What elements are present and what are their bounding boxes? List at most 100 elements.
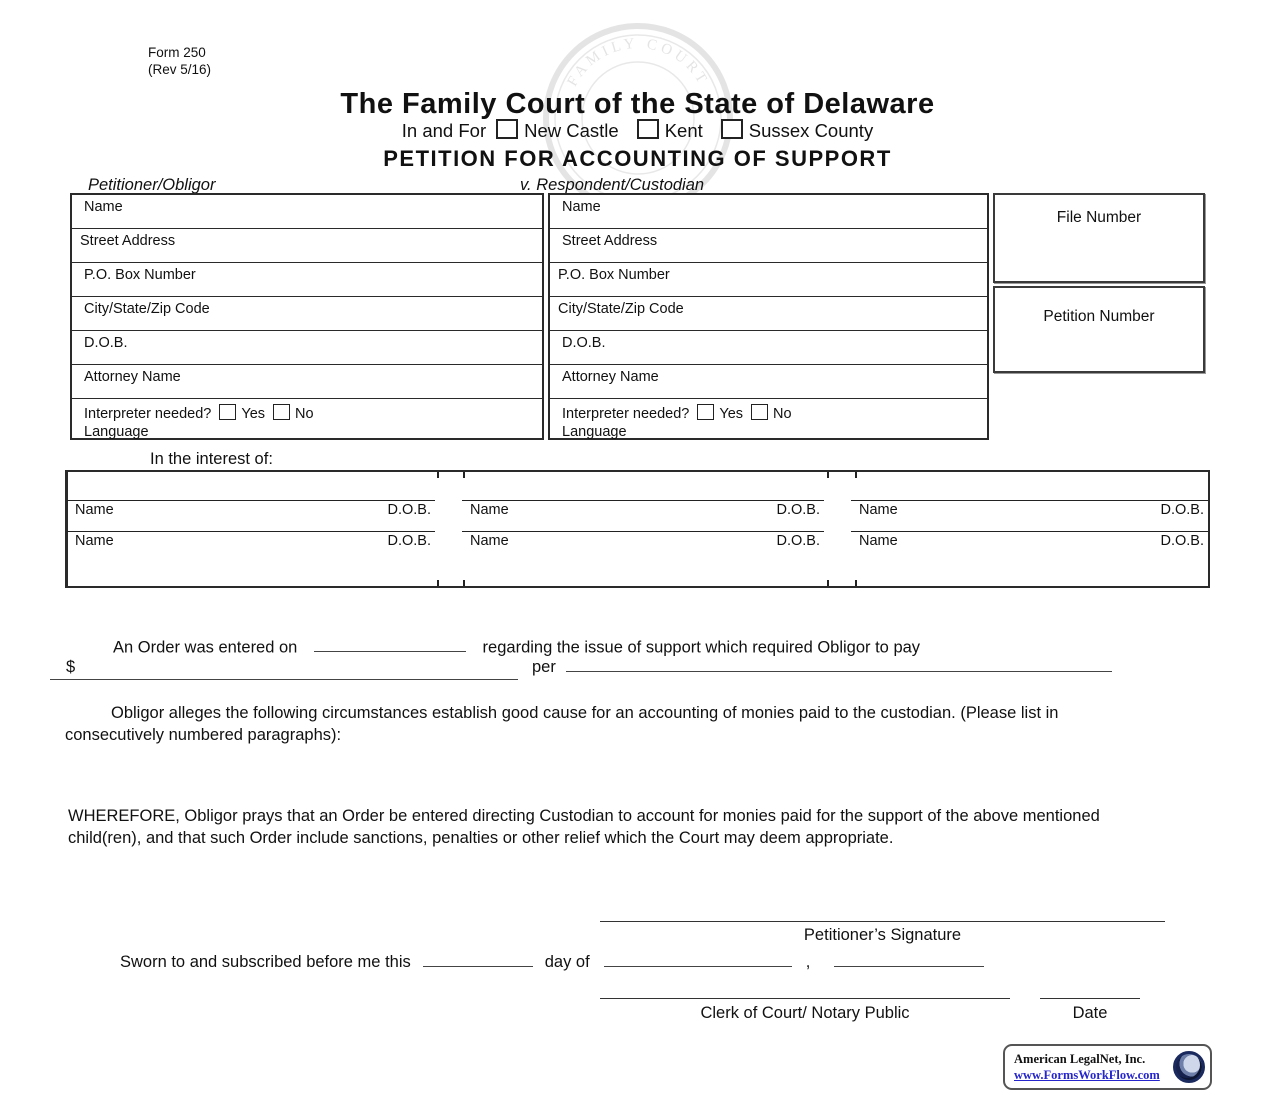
petitioner-citystatezip-field[interactable]: City/State/Zip Code (72, 297, 542, 331)
petitioner-dob-field[interactable]: D.O.B. (72, 331, 542, 365)
year-blank[interactable] (834, 949, 985, 968)
county-label-sussex: Sussex County (748, 120, 874, 141)
petitioner-pobox-field[interactable]: P.O. Box Number (72, 263, 542, 297)
child-name-dob-cell[interactable]: Name D.O.B. (462, 500, 824, 518)
petitioner-signature-line[interactable] (600, 921, 1165, 922)
checkbox-interpreter-yes[interactable] (697, 404, 715, 420)
day-blank[interactable] (422, 949, 533, 968)
field-label: P.O. Box Number (558, 267, 670, 283)
petitioner-name-field[interactable]: Name (72, 195, 542, 229)
dollar-sign: $ (66, 658, 76, 677)
interest-heading: In the interest of: (150, 450, 273, 468)
field-label: Name (84, 199, 123, 215)
globe-icon (1173, 1051, 1205, 1083)
field-label: D.O.B. (562, 335, 606, 351)
field-label: P.O. Box Number (84, 267, 196, 283)
checkbox-new-castle[interactable] (496, 119, 519, 139)
respondent-attorney-field[interactable]: Attorney Name (550, 365, 987, 399)
language-label: Language (562, 424, 627, 440)
name-label: Name (75, 502, 114, 518)
checkbox-sussex[interactable] (720, 119, 743, 139)
divider-tick (855, 472, 857, 478)
child-name-dob-cell[interactable]: Name D.O.B. (851, 500, 1208, 518)
petitioner-interpreter-field: Interpreter needed? Yes No Language (72, 399, 542, 440)
order-entered-line: An Order was entered on regarding the is… (113, 634, 1213, 659)
field-label: City/State/Zip Code (558, 301, 684, 317)
fill-line (462, 531, 824, 532)
name-label: Name (859, 533, 898, 549)
field-label: Street Address (562, 233, 658, 249)
no-label: No (773, 406, 792, 422)
date-line[interactable] (1040, 998, 1140, 999)
file-number-box[interactable]: File Number (993, 193, 1205, 283)
respondent-info-box: Name Street Address P.O. Box Number City… (548, 193, 989, 440)
field-label: D.O.B. (84, 335, 128, 351)
form-revision-line: (Rev 5/16) (148, 61, 212, 77)
vendor-url-link[interactable]: www.FormsWorkFlow.com (1014, 1068, 1160, 1082)
respondent-interpreter-field: Interpreter needed? Yes No Language (550, 399, 987, 440)
fill-line (462, 500, 824, 501)
divider-tick (463, 580, 465, 586)
order-suffix-text: regarding the issue of support which req… (482, 638, 921, 657)
petition-title: PETITION FOR ACCOUNTING OF SUPPORT (383, 146, 892, 171)
respondent-name-field[interactable]: Name (550, 195, 987, 229)
name-label: Name (75, 533, 114, 549)
fill-line (851, 531, 1208, 532)
child-name-dob-cell[interactable]: Name D.O.B. (67, 500, 435, 518)
allegation-paragraph: Obligor alleges the following circumstan… (65, 704, 1059, 745)
petition-number-label: Petition Number (1043, 308, 1155, 325)
divider-tick (437, 472, 439, 478)
interpreter-question: Interpreter needed? (84, 406, 212, 422)
petitioner-info-box: Name Street Address P.O. Box Number City… (70, 193, 544, 440)
respondent-street-field[interactable]: Street Address (550, 229, 987, 263)
child-name-dob-cell[interactable]: Name D.O.B. (851, 531, 1208, 549)
respondent-dob-field[interactable]: D.O.B. (550, 331, 987, 365)
month-blank[interactable] (603, 949, 792, 968)
wherefore-paragraph: WHEREFORE, Obligor prays that an Order b… (68, 807, 1100, 848)
petitioner-attorney-field[interactable]: Attorney Name (72, 365, 542, 399)
dob-label: D.O.B. (776, 533, 820, 549)
divider-tick (463, 472, 465, 478)
clerk-signature-line[interactable] (600, 998, 1010, 999)
field-label: Attorney Name (562, 369, 659, 385)
petitioner-heading: Petitioner/Obligor (88, 176, 216, 194)
fill-line (67, 500, 435, 501)
petitioner-signature-label: Petitioner’s Signature (803, 926, 962, 944)
divider-tick (827, 472, 829, 478)
dob-label: D.O.B. (387, 502, 431, 518)
amount-blank[interactable]: $ (50, 656, 518, 680)
petitioner-street-field[interactable]: Street Address (72, 229, 542, 263)
checkbox-interpreter-no[interactable] (273, 404, 291, 420)
county-label-kent: Kent (664, 120, 703, 141)
american-legalnet-badge: American LegalNet, Inc. www.FormsWorkFlo… (1003, 1044, 1212, 1090)
no-label: No (295, 406, 314, 422)
county-selector-line: In and For New Castle Kent Sussex County (0, 119, 1275, 142)
divider-tick (855, 580, 857, 586)
petition-number-box[interactable]: Petition Number (993, 286, 1205, 373)
frequency-blank[interactable] (565, 654, 1112, 673)
interpreter-question: Interpreter needed? (562, 406, 690, 422)
clerk-label: Clerk of Court/ Notary Public (700, 1004, 910, 1022)
child-name-dob-cell[interactable]: Name D.O.B. (462, 531, 824, 549)
checkbox-interpreter-yes[interactable] (219, 404, 237, 420)
respondent-citystatezip-field[interactable]: City/State/Zip Code (550, 297, 987, 331)
language-field[interactable]: Language (84, 422, 542, 440)
checkbox-kent[interactable] (636, 119, 659, 139)
form-number-line: Form 250 (148, 45, 206, 60)
day-of-text: day of (544, 953, 590, 972)
divider-tick (437, 580, 439, 586)
file-number-label: File Number (1056, 209, 1142, 226)
venue-prefix: In and For (401, 120, 487, 141)
form-number: Form 250 (Rev 5/16) (148, 45, 211, 79)
checkbox-interpreter-no[interactable] (751, 404, 769, 420)
language-field[interactable]: Language (562, 422, 987, 440)
child-name-dob-cell[interactable]: Name D.O.B. (67, 531, 435, 549)
county-label-new-castle: New Castle (524, 120, 619, 141)
field-label: Name (562, 199, 601, 215)
field-label: Attorney Name (84, 369, 181, 385)
dob-label: D.O.B. (1160, 533, 1204, 549)
sworn-statement-line: Sworn to and subscribed before me this d… (120, 949, 1180, 972)
order-date-blank[interactable] (313, 634, 466, 653)
respondent-pobox-field[interactable]: P.O. Box Number (550, 263, 987, 297)
fill-line (67, 531, 435, 532)
